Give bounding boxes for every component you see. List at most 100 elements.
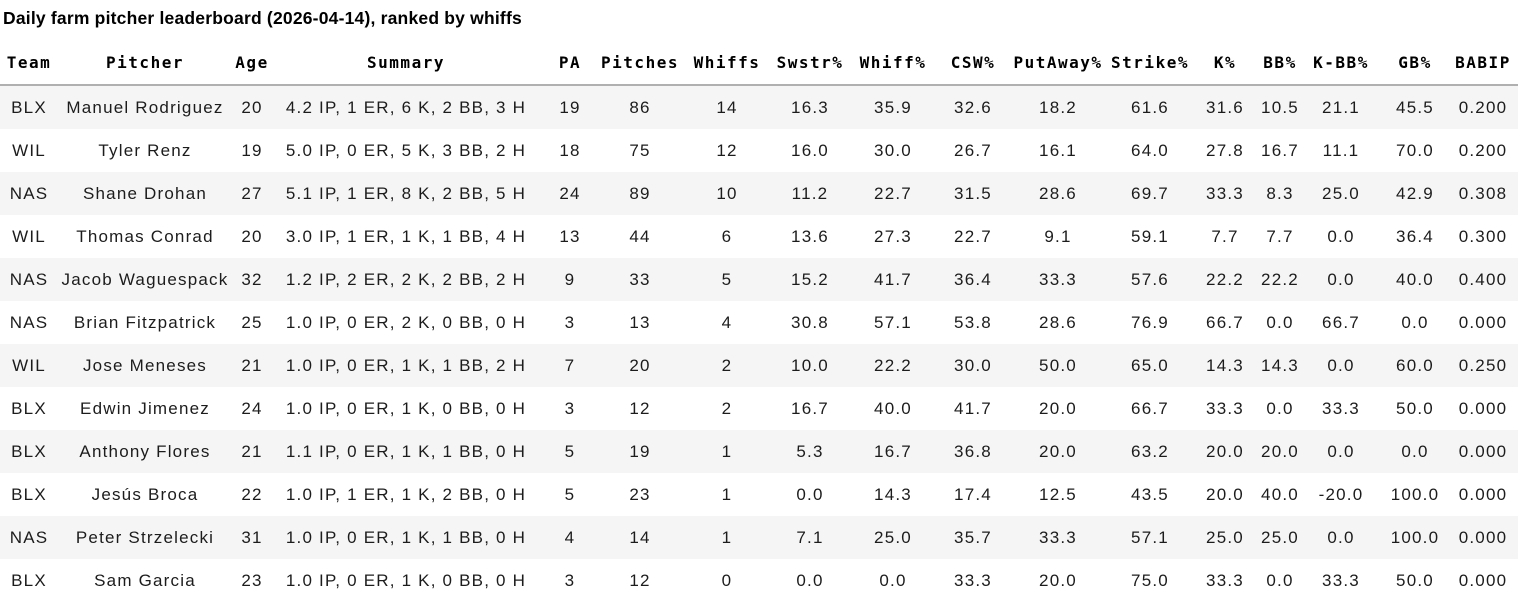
cell-age: 32 (241, 269, 263, 289)
table-row: BLX Sam Garcia 23 1.0 IP, 0 ER, 1 K, 0 BB, … (0, 559, 1518, 602)
cell-whiff: 35.9 (874, 97, 912, 117)
cell-babip: 0.000 (1458, 570, 1508, 590)
cell-csw: 26.7 (954, 140, 992, 160)
cell-csw: 32.6 (954, 97, 992, 117)
cell-age: 20 (241, 97, 263, 117)
column-header-bb: BB% (1260, 40, 1300, 86)
column-header-swstr: Swstr% (774, 40, 846, 86)
cell-strike: 57.1 (1131, 527, 1169, 547)
cell-whiffs: 1 (721, 484, 733, 504)
cell-pa: 7 (564, 355, 576, 375)
cell-whiff: 14.3 (874, 484, 912, 504)
table-row: BLX Anthony Flores 21 1.1 IP, 0 ER, 1 K, 1 … (0, 430, 1518, 473)
cell-pitches: 75 (629, 140, 651, 160)
cell-gb: 36.4 (1396, 226, 1434, 246)
cell-whiffs: 5 (721, 269, 733, 289)
cell-pa: 19 (559, 97, 581, 117)
cell-age: 21 (241, 441, 263, 461)
cell-pa: 18 (559, 140, 581, 160)
cell-team: NAS (9, 527, 49, 547)
cell-putaway: 33.3 (1039, 527, 1077, 547)
cell-swstr: 30.8 (791, 312, 829, 332)
cell-babip: 0.000 (1458, 398, 1508, 418)
column-header-babip: BABIP (1448, 40, 1518, 86)
column-header-putaway: PutAway% (1006, 40, 1110, 86)
cell-pitcher: Tyler Renz (98, 140, 192, 160)
cell-whiffs: 12 (716, 140, 738, 160)
cell-strike: 69.7 (1131, 183, 1169, 203)
cell-bb: 10.5 (1261, 97, 1299, 117)
cell-putaway: 50.0 (1039, 355, 1077, 375)
cell-whiffs: 2 (721, 398, 733, 418)
cell-gb: 0.0 (1401, 441, 1429, 461)
cell-bb: 7.7 (1266, 226, 1294, 246)
cell-gb: 50.0 (1396, 570, 1434, 590)
cell-pitcher: Jesús Broca (91, 484, 199, 504)
cell-team: BLX (11, 97, 47, 117)
cell-strike: 61.6 (1131, 97, 1169, 117)
cell-summary: 1.2 IP, 2 ER, 2 K, 2 BB, 2 H (285, 269, 527, 289)
cell-whiff: 41.7 (874, 269, 912, 289)
cell-age: 23 (241, 570, 263, 590)
cell-pa: 13 (559, 226, 581, 246)
cell-pa: 3 (564, 312, 576, 332)
cell-whiff: 25.0 (874, 527, 912, 547)
cell-pitches: 12 (629, 570, 651, 590)
cell-csw: 17.4 (954, 484, 992, 504)
cell-whiff: 16.7 (874, 441, 912, 461)
cell-k: 20.0 (1206, 484, 1244, 504)
cell-summary: 1.0 IP, 0 ER, 2 K, 0 BB, 0 H (285, 312, 527, 332)
cell-babip: 0.000 (1458, 312, 1508, 332)
cell-pitches: 19 (629, 441, 651, 461)
cell-strike: 64.0 (1131, 140, 1169, 160)
cell-pa: 4 (564, 527, 576, 547)
cell-putaway: 28.6 (1039, 312, 1077, 332)
cell-swstr: 0.0 (796, 570, 824, 590)
cell-pitcher: Brian Fitzpatrick (73, 312, 217, 332)
cell-age: 25 (241, 312, 263, 332)
cell-gb: 40.0 (1396, 269, 1434, 289)
cell-putaway: 9.1 (1044, 226, 1072, 246)
column-header-pa: PA (540, 40, 600, 86)
cell-swstr: 10.0 (791, 355, 829, 375)
cell-team: WIL (12, 226, 46, 246)
column-header-whiff: Whiff% (846, 40, 940, 86)
cell-putaway: 20.0 (1039, 570, 1077, 590)
cell-team: NAS (9, 312, 49, 332)
cell-bb: 25.0 (1261, 527, 1299, 547)
cell-pa: 3 (564, 398, 576, 418)
cell-strike: 63.2 (1131, 441, 1169, 461)
table-header: Team Pitcher Age Summary PA Pitches Whiffs Swst… (0, 40, 1518, 86)
cell-babip: 0.000 (1458, 441, 1508, 461)
cell-csw: 33.3 (954, 570, 992, 590)
cell-putaway: 20.0 (1039, 398, 1077, 418)
cell-whiffs: 2 (721, 355, 733, 375)
table-row: NAS Brian Fitzpatrick 25 1.0 IP, 0 ER, 2 K,… (0, 301, 1518, 344)
cell-babip: 0.400 (1458, 269, 1508, 289)
cell-k: 14.3 (1206, 355, 1244, 375)
cell-k: 22.2 (1206, 269, 1244, 289)
cell-team: BLX (11, 484, 47, 504)
cell-k-bb: 21.1 (1322, 97, 1360, 117)
cell-team: BLX (11, 570, 47, 590)
column-header-team: Team (0, 40, 58, 86)
cell-summary: 1.0 IP, 0 ER, 1 K, 1 BB, 0 H (285, 527, 527, 547)
cell-babip: 0.000 (1458, 527, 1508, 547)
cell-strike: 75.0 (1131, 570, 1169, 590)
cell-whiffs: 14 (716, 97, 738, 117)
cell-pitcher: Jose Meneses (82, 355, 207, 375)
cell-team: BLX (11, 398, 47, 418)
cell-swstr: 16.3 (791, 97, 829, 117)
cell-k-bb: -20.0 (1318, 484, 1364, 504)
header-row: Team Pitcher Age Summary PA Pitches Whiffs Swst… (0, 40, 1518, 86)
column-header-pitcher: Pitcher (58, 40, 232, 86)
cell-k-bb: 0.0 (1327, 269, 1355, 289)
cell-pitches: 23 (629, 484, 651, 504)
cell-k-bb: 66.7 (1322, 312, 1360, 332)
cell-summary: 5.1 IP, 1 ER, 8 K, 2 BB, 5 H (285, 183, 527, 203)
cell-putaway: 16.1 (1039, 140, 1077, 160)
cell-summary: 1.0 IP, 0 ER, 1 K, 1 BB, 2 H (285, 355, 527, 375)
cell-swstr: 7.1 (796, 527, 824, 547)
cell-csw: 36.4 (954, 269, 992, 289)
cell-babip: 0.200 (1458, 140, 1508, 160)
